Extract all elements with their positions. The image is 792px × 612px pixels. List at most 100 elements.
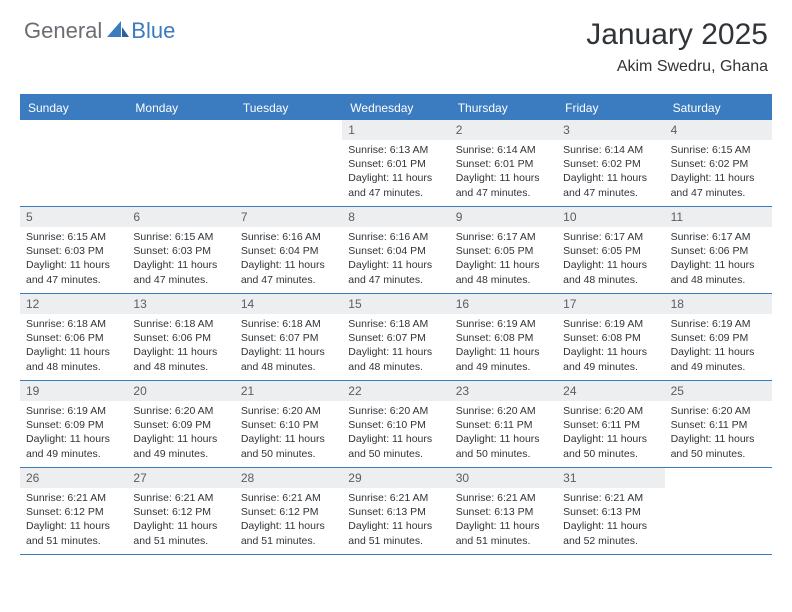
- day-cell-9: 9Sunrise: 6:17 AMSunset: 6:05 PMDaylight…: [450, 207, 557, 293]
- day-number: 10: [557, 207, 664, 227]
- dayname-tuesday: Tuesday: [235, 96, 342, 120]
- day-info: Sunrise: 6:21 AMSunset: 6:12 PMDaylight:…: [235, 488, 342, 553]
- day-cell-16: 16Sunrise: 6:19 AMSunset: 6:08 PMDayligh…: [450, 294, 557, 380]
- day-number: 26: [20, 468, 127, 488]
- day-cell-10: 10Sunrise: 6:17 AMSunset: 6:05 PMDayligh…: [557, 207, 664, 293]
- day-cell-13: 13Sunrise: 6:18 AMSunset: 6:06 PMDayligh…: [127, 294, 234, 380]
- dayname-saturday: Saturday: [665, 96, 772, 120]
- day-cell-30: 30Sunrise: 6:21 AMSunset: 6:13 PMDayligh…: [450, 468, 557, 554]
- day-info: Sunrise: 6:20 AMSunset: 6:10 PMDaylight:…: [235, 401, 342, 466]
- day-info: Sunrise: 6:19 AMSunset: 6:09 PMDaylight:…: [20, 401, 127, 466]
- day-info: Sunrise: 6:21 AMSunset: 6:13 PMDaylight:…: [450, 488, 557, 553]
- day-number: 20: [127, 381, 234, 401]
- day-info: Sunrise: 6:16 AMSunset: 6:04 PMDaylight:…: [342, 227, 449, 292]
- day-cell-11: 11Sunrise: 6:17 AMSunset: 6:06 PMDayligh…: [665, 207, 772, 293]
- day-cell-28: 28Sunrise: 6:21 AMSunset: 6:12 PMDayligh…: [235, 468, 342, 554]
- day-number: 6: [127, 207, 234, 227]
- week-row: 1Sunrise: 6:13 AMSunset: 6:01 PMDaylight…: [20, 120, 772, 207]
- day-cell-6: 6Sunrise: 6:15 AMSunset: 6:03 PMDaylight…: [127, 207, 234, 293]
- day-info: Sunrise: 6:19 AMSunset: 6:08 PMDaylight:…: [450, 314, 557, 379]
- dayname-sunday: Sunday: [20, 96, 127, 120]
- day-cell-empty: [20, 120, 127, 206]
- week-row: 19Sunrise: 6:19 AMSunset: 6:09 PMDayligh…: [20, 381, 772, 468]
- day-cell-25: 25Sunrise: 6:20 AMSunset: 6:11 PMDayligh…: [665, 381, 772, 467]
- day-info: Sunrise: 6:20 AMSunset: 6:10 PMDaylight:…: [342, 401, 449, 466]
- day-number: 2: [450, 120, 557, 140]
- day-cell-8: 8Sunrise: 6:16 AMSunset: 6:04 PMDaylight…: [342, 207, 449, 293]
- day-cell-26: 26Sunrise: 6:21 AMSunset: 6:12 PMDayligh…: [20, 468, 127, 554]
- day-number: 28: [235, 468, 342, 488]
- day-number: 23: [450, 381, 557, 401]
- location-text: Akim Swedru, Ghana: [586, 58, 768, 76]
- day-cell-2: 2Sunrise: 6:14 AMSunset: 6:01 PMDaylight…: [450, 120, 557, 206]
- day-number: 14: [235, 294, 342, 314]
- day-number: 3: [557, 120, 664, 140]
- day-number: 17: [557, 294, 664, 314]
- day-cell-3: 3Sunrise: 6:14 AMSunset: 6:02 PMDaylight…: [557, 120, 664, 206]
- day-info: Sunrise: 6:18 AMSunset: 6:06 PMDaylight:…: [127, 314, 234, 379]
- day-cell-17: 17Sunrise: 6:19 AMSunset: 6:08 PMDayligh…: [557, 294, 664, 380]
- day-number: 5: [20, 207, 127, 227]
- day-number: 21: [235, 381, 342, 401]
- title-block: January 2025 Akim Swedru, Ghana: [586, 18, 768, 76]
- day-number: 24: [557, 381, 664, 401]
- day-info: Sunrise: 6:18 AMSunset: 6:07 PMDaylight:…: [235, 314, 342, 379]
- day-cell-12: 12Sunrise: 6:18 AMSunset: 6:06 PMDayligh…: [20, 294, 127, 380]
- dayname-wednesday: Wednesday: [342, 96, 449, 120]
- dayname-monday: Monday: [127, 96, 234, 120]
- day-info: Sunrise: 6:15 AMSunset: 6:02 PMDaylight:…: [665, 140, 772, 205]
- logo-text-blue: Blue: [131, 18, 175, 44]
- day-number: 16: [450, 294, 557, 314]
- day-info: Sunrise: 6:18 AMSunset: 6:06 PMDaylight:…: [20, 314, 127, 379]
- day-info: Sunrise: 6:20 AMSunset: 6:09 PMDaylight:…: [127, 401, 234, 466]
- day-info: Sunrise: 6:14 AMSunset: 6:01 PMDaylight:…: [450, 140, 557, 205]
- day-info: Sunrise: 6:21 AMSunset: 6:13 PMDaylight:…: [342, 488, 449, 553]
- day-info: Sunrise: 6:13 AMSunset: 6:01 PMDaylight:…: [342, 140, 449, 205]
- day-cell-empty: [235, 120, 342, 206]
- day-cell-7: 7Sunrise: 6:16 AMSunset: 6:04 PMDaylight…: [235, 207, 342, 293]
- day-cell-14: 14Sunrise: 6:18 AMSunset: 6:07 PMDayligh…: [235, 294, 342, 380]
- week-row: 5Sunrise: 6:15 AMSunset: 6:03 PMDaylight…: [20, 207, 772, 294]
- day-cell-20: 20Sunrise: 6:20 AMSunset: 6:09 PMDayligh…: [127, 381, 234, 467]
- day-cell-21: 21Sunrise: 6:20 AMSunset: 6:10 PMDayligh…: [235, 381, 342, 467]
- day-number: 19: [20, 381, 127, 401]
- week-row: 26 Sunrise: 6:21 AMSunset: 6:12 PMDayligh…: [20, 468, 772, 555]
- day-info: Sunrise: 6:14 AMSunset: 6:02 PMDaylight:…: [557, 140, 664, 205]
- day-info: Sunrise: 6:21 AMSunset: 6:13 PMDaylight:…: [557, 488, 664, 553]
- day-number: 31: [557, 468, 664, 488]
- dayname-row: SundayMondayTuesdayWednesdayThursdayFrid…: [20, 96, 772, 120]
- day-cell-27: 27Sunrise: 6:21 AMSunset: 6:12 PMDayligh…: [127, 468, 234, 554]
- day-number: 7: [235, 207, 342, 227]
- day-info: Sunrise: 6:20 AMSunset: 6:11 PMDaylight:…: [557, 401, 664, 466]
- day-info: Sunrise: 6:18 AMSunset: 6:07 PMDaylight:…: [342, 314, 449, 379]
- day-cell-4: 4Sunrise: 6:15 AMSunset: 6:02 PMDaylight…: [665, 120, 772, 206]
- day-info: Sunrise: 6:20 AMSunset: 6:11 PMDaylight:…: [450, 401, 557, 466]
- day-info: Sunrise: 6:20 AMSunset: 6:11 PMDaylight:…: [665, 401, 772, 466]
- day-info: Sunrise: 6:15 AMSunset: 6:03 PMDaylight:…: [20, 227, 127, 292]
- day-number: 4: [665, 120, 772, 140]
- week-row: 12Sunrise: 6:18 AMSunset: 6:06 PMDayligh…: [20, 294, 772, 381]
- day-info: Sunrise: 6:19 AMSunset: 6:09 PMDaylight:…: [665, 314, 772, 379]
- day-info: Sunrise: 6:16 AMSunset: 6:04 PMDaylight:…: [235, 227, 342, 292]
- day-info: Sunrise: 6:19 AMSunset: 6:08 PMDaylight:…: [557, 314, 664, 379]
- header: General Blue January 2025 Akim Swedru, G…: [0, 0, 792, 86]
- day-number: 18: [665, 294, 772, 314]
- day-number: 1: [342, 120, 449, 140]
- day-cell-empty: [665, 468, 772, 554]
- day-cell-29: 29Sunrise: 6:21 AMSunset: 6:13 PMDayligh…: [342, 468, 449, 554]
- logo-text-general: General: [24, 18, 102, 44]
- day-cell-23: 23Sunrise: 6:20 AMSunset: 6:11 PMDayligh…: [450, 381, 557, 467]
- day-cell-18: 18Sunrise: 6:19 AMSunset: 6:09 PMDayligh…: [665, 294, 772, 380]
- day-number: 12: [20, 294, 127, 314]
- logo: General Blue: [24, 18, 175, 44]
- day-number: 25: [665, 381, 772, 401]
- calendar: SundayMondayTuesdayWednesdayThursdayFrid…: [20, 94, 772, 555]
- day-cell-19: 19Sunrise: 6:19 AMSunset: 6:09 PMDayligh…: [20, 381, 127, 467]
- day-cell-22: 22Sunrise: 6:20 AMSunset: 6:10 PMDayligh…: [342, 381, 449, 467]
- day-cell-15: 15Sunrise: 6:18 AMSunset: 6:07 PMDayligh…: [342, 294, 449, 380]
- day-number: 8: [342, 207, 449, 227]
- dayname-friday: Friday: [557, 96, 664, 120]
- weeks-container: 1Sunrise: 6:13 AMSunset: 6:01 PMDaylight…: [20, 120, 772, 555]
- day-number: 11: [665, 207, 772, 227]
- day-cell-empty: [127, 120, 234, 206]
